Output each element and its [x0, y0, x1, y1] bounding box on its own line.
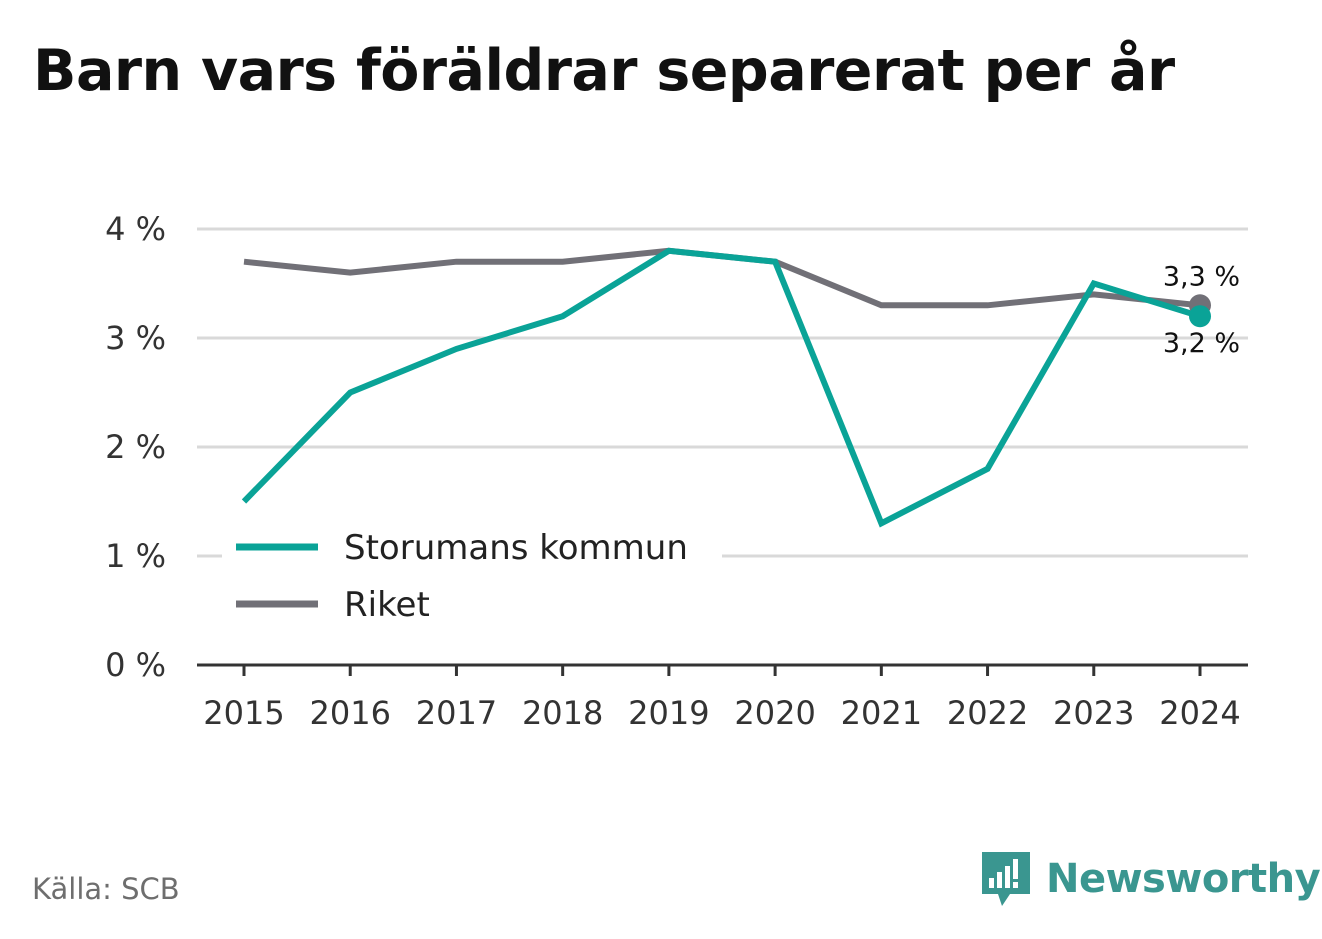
series-layer [241, 247, 1211, 528]
y-tick-label: 1 % [105, 537, 166, 575]
legend-label-riket: Riket [344, 585, 430, 625]
y-tick-label: 4 % [105, 210, 166, 248]
legend-label-kommun: Storumans kommun [344, 528, 688, 568]
series-line-kommun [241, 247, 1201, 528]
end-labels: 3,3 % 3,2 % [1163, 261, 1240, 359]
end-marker-kommun [1189, 305, 1211, 328]
x-tick-label: 2017 [416, 694, 497, 732]
chart-title: Barn vars föräldrar separerat per år [33, 38, 1175, 104]
axis-layer: 0 % 1 % 2 % 3 % 4 % 2015 2016 2017 2018 2019 2020 2… [105, 210, 1248, 732]
newsworthy-logo-icon [982, 852, 1030, 906]
x-tick-label: 2021 [841, 694, 922, 732]
source-note: Källa: SCB [32, 872, 180, 906]
x-tick-label: 2022 [947, 694, 1028, 732]
end-label-riket: 3,3 % [1163, 261, 1240, 292]
x-tick-label: 2018 [522, 694, 603, 732]
brand-name: Newsworthy [1046, 856, 1321, 902]
x-tick-label: 2023 [1053, 694, 1134, 732]
end-label-kommun: 3,2 % [1163, 328, 1240, 359]
brand[interactable]: Newsworthy [980, 848, 1321, 910]
x-tick-label: 2015 [203, 694, 284, 732]
legend-background [222, 518, 722, 634]
y-tick-label: 2 % [105, 428, 166, 466]
x-tick-label: 2016 [310, 694, 391, 732]
x-tick-label: 2019 [628, 694, 709, 732]
y-tick-label: 3 % [105, 319, 166, 357]
x-tick-label: 2024 [1159, 694, 1240, 732]
legend: Storumans kommun Riket [222, 518, 722, 634]
x-tick-label: 2020 [734, 694, 815, 732]
y-tick-label: 0 % [105, 646, 166, 684]
